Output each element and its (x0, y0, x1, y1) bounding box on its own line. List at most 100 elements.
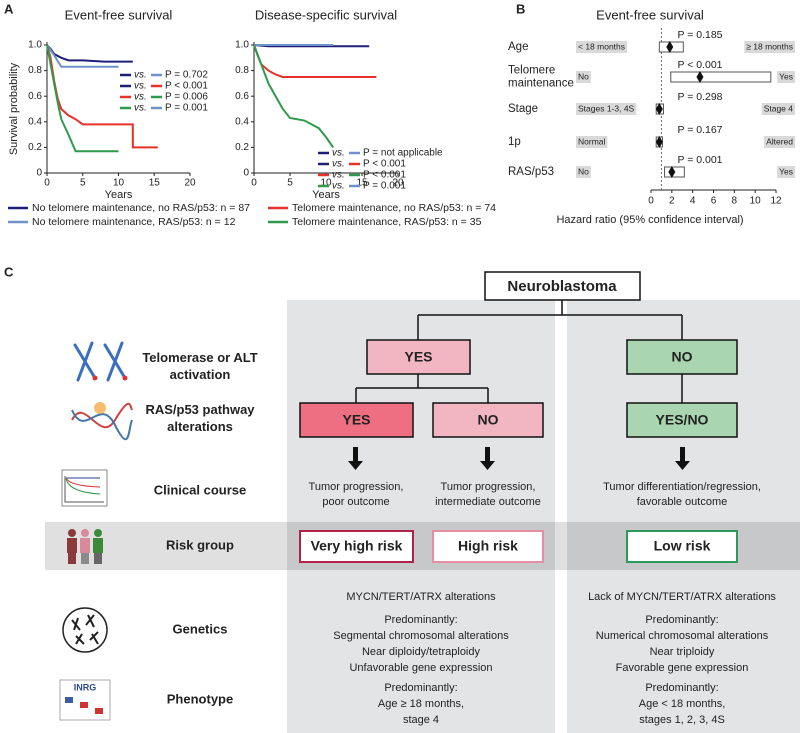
legend-vs: vs. (332, 148, 345, 159)
legend-vs: vs. (134, 103, 147, 114)
category-label: Yes (779, 166, 793, 176)
category-label: No (578, 166, 589, 176)
hazard-ratio (666, 41, 674, 53)
legend-vs: vs. (134, 81, 147, 92)
x-tick-label: 20 (184, 178, 196, 189)
y-tick-label: 0.2 (235, 142, 249, 153)
legend-vs: vs. (134, 92, 147, 103)
risk-label: High risk (458, 538, 518, 554)
decision-box (626, 402, 738, 438)
p-value: P < 0.001 (677, 59, 722, 71)
legend-p: P = 0.006 (165, 92, 208, 103)
genetics-text: Segmental chromosomal alterations (333, 630, 509, 642)
legend-label: Telomere maintenance, RAS/p53: n = 35 (292, 216, 482, 228)
panel-letter: B (516, 1, 525, 16)
row-label: Genetics (173, 621, 228, 636)
category-bg (576, 103, 637, 115)
x-tick-label: 8 (732, 196, 738, 207)
legend-p: P < 0.001 (363, 159, 406, 170)
x-axis-label: Years (312, 189, 340, 201)
row-label: maintenance (508, 78, 574, 90)
icon-phenotype: INRG (59, 679, 111, 721)
decision-box (626, 339, 738, 375)
category-bg (576, 41, 628, 53)
legend-p: P < 0.001 (165, 81, 208, 92)
chart-title: Event-free survival (596, 7, 704, 22)
legend-p: P = 0.001 (363, 181, 406, 192)
genetics-text: MYCN/TERT/ATRX alterations (346, 591, 496, 603)
row-label: Telomere (508, 65, 555, 77)
category-bg (777, 166, 795, 178)
row-label: RAS/p53 pathway (145, 402, 255, 417)
row-label: RAS/p53 (508, 166, 554, 178)
x-axis-label: Years (105, 189, 133, 201)
icon-label: INRG (74, 682, 97, 692)
decision-label: YES (342, 412, 370, 428)
risk-box (299, 530, 414, 563)
phenotype-text: Age < 18 months, (639, 698, 726, 710)
y-tick-label: 1.0 (235, 40, 249, 51)
phenotype-text: stage 4 (403, 714, 439, 726)
category-bg (744, 41, 795, 53)
legend-p: P < 0.001 (363, 170, 406, 181)
genetics-text: Favorable gene expression (616, 662, 749, 674)
category-bg (761, 103, 795, 115)
risk-box (626, 530, 738, 563)
survival-curve (253, 44, 335, 148)
outcome-text: intermediate outcome (435, 496, 541, 508)
category-label: ≥ 18 months (746, 41, 793, 51)
category-label: No (578, 71, 589, 81)
decision-label: NO (478, 412, 499, 428)
row-label: alterations (167, 419, 233, 434)
root-box (484, 271, 641, 301)
y-tick-label: 0.8 (28, 65, 42, 76)
row-label: Telomerase or ALT (142, 350, 257, 365)
y-tick-label: 0 (243, 168, 249, 179)
legend-label: No telomere maintenance, no RAS/p53: n =… (32, 202, 250, 214)
hazard-ratio (668, 166, 676, 178)
survival-curve (46, 44, 119, 153)
outcome-text: Tumor progression, (309, 481, 404, 493)
hazard-ratio (655, 103, 663, 115)
hazard-ratio (655, 136, 663, 148)
category-label: Yes (779, 71, 793, 81)
tree-lines (355, 300, 683, 403)
x-tick-label: 4 (690, 196, 696, 207)
category-label: Stage 4 (764, 103, 794, 113)
p-value: P = 0.167 (677, 124, 722, 136)
category-label: < 18 months (578, 41, 625, 51)
legend-p: P = not applicable (363, 148, 443, 159)
icon-genetics (62, 607, 108, 653)
phenotype-text: Predominantly: (384, 682, 457, 694)
x-tick-label: 15 (149, 178, 161, 189)
icon-course (61, 469, 108, 507)
legend-p: P = 0.702 (165, 70, 208, 81)
chart-title: Disease-specific survival (255, 7, 397, 22)
decision-label: NO (672, 349, 693, 365)
category-bg (764, 136, 795, 148)
survival-curve (46, 44, 119, 68)
row-label: 1p (508, 136, 521, 148)
x-tick-label: 10 (320, 178, 332, 189)
p-value: P = 0.185 (677, 29, 722, 41)
y-tick-label: 0.6 (28, 91, 42, 102)
outcome-text: favorable outcome (637, 496, 728, 508)
x-tick-label: 0 (648, 196, 654, 207)
icon-chromosomes (73, 341, 128, 382)
panel-letter: A (4, 1, 14, 16)
ci-box (670, 71, 772, 83)
genetics-text: Lack of MYCN/TERT/ATRX alterations (588, 591, 776, 603)
legend-label: No telomere maintenance, RAS/p53: n = 12 (32, 216, 236, 228)
genetics-text: Numerical chromosomal alterations (596, 630, 769, 642)
decision-label: YES/NO (656, 412, 709, 428)
legend-vs: vs. (332, 170, 345, 181)
icon-dna (71, 402, 133, 441)
chart-title: Event-free survival (65, 7, 173, 22)
row-label: Phenotype (167, 691, 233, 706)
y-tick-label: 0 (36, 168, 42, 179)
legend-vs: vs. (332, 181, 345, 192)
phenotype-text: Age ≥ 18 months, (378, 698, 464, 710)
row-label: Stage (508, 103, 538, 115)
outcome-text: poor outcome (322, 496, 389, 508)
